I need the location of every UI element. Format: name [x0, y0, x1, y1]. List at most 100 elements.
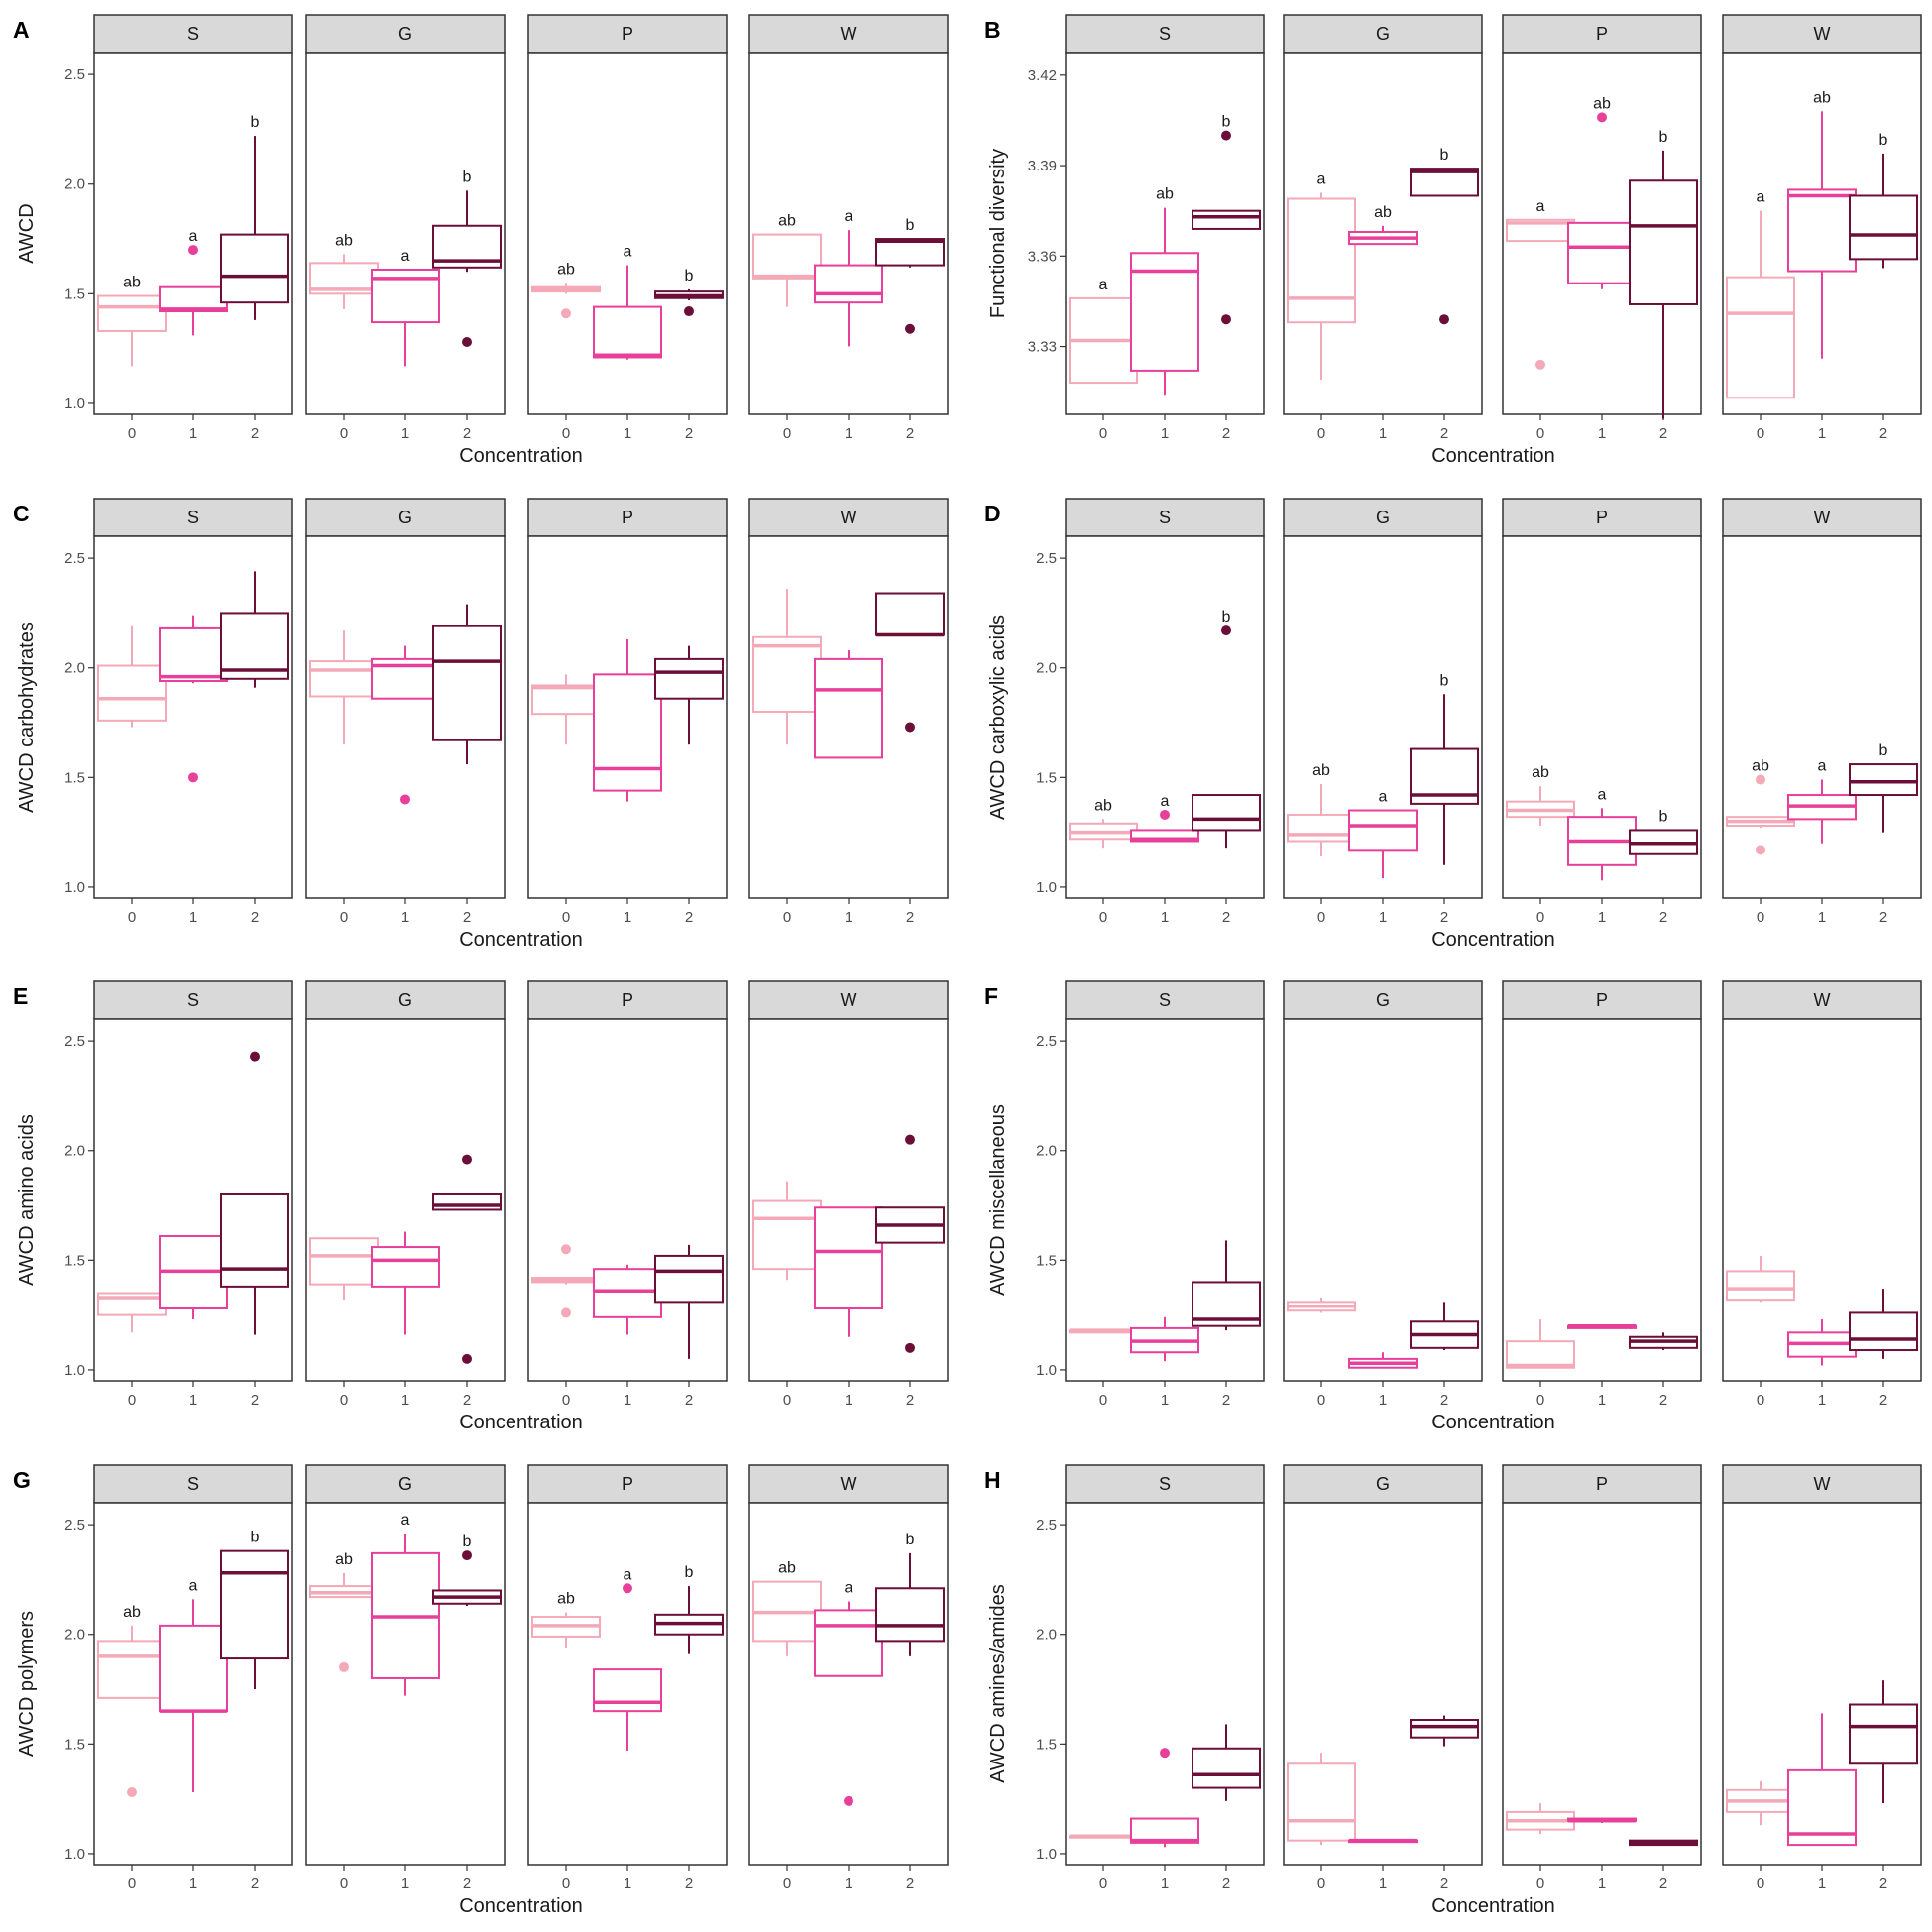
significance-label: ab [335, 1551, 353, 1568]
box-w-1: a [1787, 758, 1857, 844]
facet-p: P 0 1 2 a ab b [1502, 14, 1702, 442]
x-tick-label: 2 [1659, 909, 1667, 926]
box-body [159, 285, 228, 313]
x-tick-label: 1 [189, 425, 197, 442]
panel-letter: F [984, 983, 998, 1009]
facet-w: W 0 1 2 [1722, 980, 1922, 1409]
facet-strip [1283, 498, 1483, 537]
facet-strip-label: S [187, 508, 199, 527]
box-g-1: ab [1348, 204, 1418, 246]
box-w-0: a [1726, 189, 1795, 399]
box-body [1849, 1311, 1918, 1352]
facet-p: P 0 1 2 [1502, 980, 1702, 1409]
x-tick-label: 2 [906, 425, 914, 442]
x-tick-label: 0 [128, 909, 136, 926]
box-s-0 [1069, 1834, 1138, 1839]
box-body [654, 657, 724, 700]
x-tick-label: 2 [1440, 909, 1448, 926]
y-tick-label: 2.0 [64, 1627, 85, 1644]
x-tick-label: 1 [1598, 425, 1606, 442]
outlier-point [1439, 314, 1449, 325]
box-body [1192, 1747, 1261, 1789]
box-p-1: a [593, 244, 662, 360]
x-tick-label: 1 [1598, 909, 1606, 926]
facet-strip [1502, 980, 1702, 1020]
box-p-1: ab [1567, 95, 1637, 289]
box-s-0: a [1069, 277, 1138, 385]
box-w-1 [1787, 1319, 1857, 1366]
box-body [1130, 829, 1199, 843]
x-axis-title: Concentration [459, 1895, 583, 1917]
box-s-1: a [159, 228, 228, 336]
significance-label: a [1379, 789, 1388, 806]
x-tick-label: 1 [189, 1875, 197, 1892]
facet-strip [748, 498, 949, 537]
box-p-2 [654, 645, 724, 745]
y-tick-label: 1.5 [64, 769, 85, 786]
box-body [220, 1549, 289, 1660]
x-tick-label: 2 [685, 909, 693, 926]
box-p-0: ab [1506, 764, 1575, 826]
x-axis-title: Concentration [459, 929, 583, 951]
significance-label: b [463, 169, 472, 185]
x-tick-label: 0 [1099, 1875, 1107, 1892]
box-s-1 [159, 1235, 228, 1320]
box-body [1849, 194, 1918, 261]
significance-label: a [401, 248, 410, 265]
x-tick-label: 0 [128, 425, 136, 442]
box-w-1: a [814, 1580, 883, 1806]
box-body [593, 1268, 662, 1318]
box-p-2 [1629, 1839, 1698, 1847]
x-axis-title: Concentration [459, 445, 583, 467]
facet-g: G 0 1 2 a ab b [1283, 14, 1483, 442]
y-tick-label: 1.5 [64, 285, 85, 302]
x-tick-label: 2 [1440, 1875, 1448, 1892]
facet-strip-label: W [841, 1474, 857, 1494]
facet-strip [1065, 1464, 1265, 1504]
panel-e: E AWCD amino acids 1.0 1.5 2.0 2.5 S 0 1 2 G 0 1 2 P 0 1… [13, 980, 949, 1433]
box-s-0: ab [1069, 797, 1138, 849]
facet-strip-label: G [398, 990, 412, 1010]
significance-label: b [685, 1564, 694, 1581]
facet-strip [748, 980, 949, 1020]
x-tick-label: 1 [1379, 1392, 1387, 1409]
significance-label: a [189, 228, 198, 245]
significance-label: ab [778, 1560, 796, 1577]
x-tick-label: 1 [1161, 1875, 1169, 1892]
box-w-0 [1726, 1255, 1795, 1303]
facet-strip [93, 980, 293, 1020]
box-body [371, 1246, 440, 1288]
facet-s: S 0 1 2 [1065, 980, 1265, 1409]
x-tick-label: 0 [1317, 909, 1325, 926]
x-tick-label: 2 [906, 1392, 914, 1409]
x-tick-label: 1 [1161, 1392, 1169, 1409]
significance-label: ab [1752, 758, 1769, 775]
outlier-point [1597, 112, 1607, 123]
facet-strip [1065, 980, 1265, 1020]
outlier-point [250, 1051, 260, 1062]
y-tick-label: 3.36 [1028, 248, 1057, 265]
outlier-point [1756, 845, 1765, 855]
box-body [97, 1640, 167, 1699]
x-tick-label: 0 [1317, 425, 1325, 442]
box-body [752, 1199, 822, 1271]
x-tick-label: 1 [401, 1392, 409, 1409]
x-axis-title: Concentration [1431, 445, 1555, 467]
x-tick-label: 2 [685, 1392, 693, 1409]
y-tick-label: 2.5 [64, 1517, 85, 1534]
y-tick-label: 2.5 [64, 1033, 85, 1050]
box-body [1849, 763, 1918, 797]
x-tick-label: 1 [1379, 1875, 1387, 1892]
facet-strip-label: S [1159, 1474, 1171, 1494]
x-tick-label: 2 [906, 1875, 914, 1892]
x-tick-label: 1 [624, 1875, 631, 1892]
box-body [814, 1609, 883, 1677]
box-s-0 [97, 625, 167, 728]
facet-strip [93, 14, 293, 54]
box-s-1: ab [1130, 186, 1199, 396]
box-s-1 [1130, 1316, 1199, 1362]
significance-label: ab [1156, 186, 1174, 203]
